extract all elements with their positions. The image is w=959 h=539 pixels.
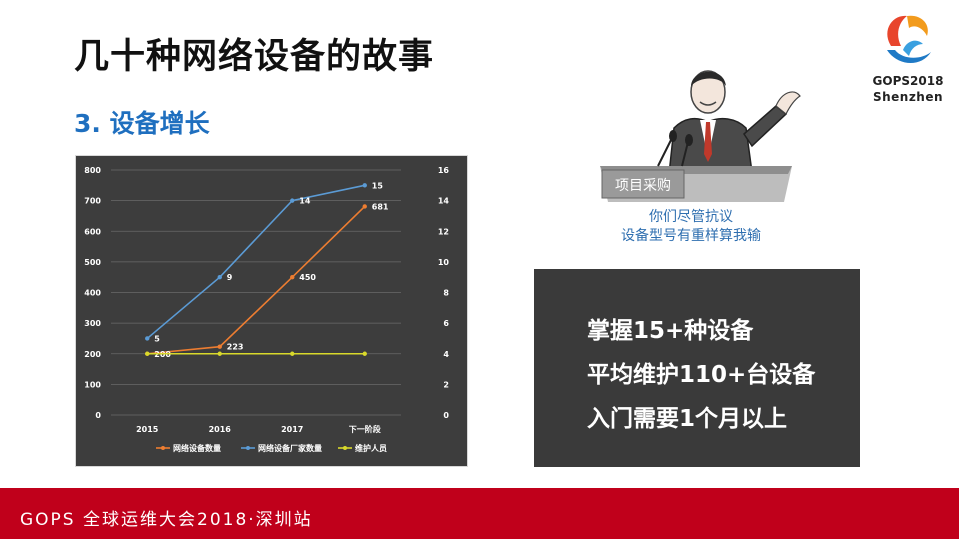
left-axis-tick-label: 600 <box>84 227 101 236</box>
footer-bar: GOPS 全球运维大会2018·深圳站 <box>0 488 959 539</box>
right-axis-tick-label: 2 <box>443 380 449 389</box>
x-axis-tick-label: 2017 <box>281 425 303 434</box>
x-axis-tick-label: 2016 <box>209 425 232 434</box>
right-axis-tick-label: 14 <box>438 197 450 206</box>
slide-subtitle: 3. 设备增长 <box>74 109 210 138</box>
left-axis-tick-label: 700 <box>84 197 101 206</box>
presenter-illustration: 项目采购 <box>596 62 806 202</box>
data-label: 9 <box>227 273 233 282</box>
data-point <box>362 183 367 188</box>
left-axis-tick-label: 300 <box>84 319 101 328</box>
footer-text: GOPS 全球运维大会2018·深圳站 <box>20 510 313 530</box>
data-point <box>217 274 222 280</box>
line-chart: 0 100 200 300 400 500 600 700 800 0 2 4 6 8 10 12 14 16 20… <box>75 155 468 467</box>
left-axis-tick-label: 800 <box>84 166 101 175</box>
right-axis-tick-label: 16 <box>438 166 450 175</box>
left-axis-tick-label: 0 <box>95 411 101 420</box>
caption-line-1: 你们尽管抗议 <box>649 209 733 225</box>
data-label: 681 <box>372 202 389 211</box>
data-label: 223 <box>227 343 244 352</box>
data-point <box>217 344 222 349</box>
data-point <box>362 351 367 356</box>
summary-box: 掌握15+种设备 平均维护110+台设备 入门需要1个月以上 <box>534 269 860 467</box>
legend-marker <box>246 446 250 450</box>
series-line <box>146 184 365 340</box>
caption-line-2: 设备型号有重样算我输 <box>621 228 761 244</box>
legend-label: 维护人员 <box>355 443 387 453</box>
left-axis-tick-label: 500 <box>84 258 101 267</box>
data-label: 450 <box>299 273 316 282</box>
data-point <box>145 336 150 341</box>
left-axis-tick-label: 100 <box>84 380 101 389</box>
legend-label: 网络设备厂家数量 <box>258 443 322 453</box>
x-axis-tick-label: 2015 <box>136 425 159 434</box>
summary-line-3: 入门需要1个月以上 <box>587 406 788 432</box>
data-point <box>290 274 295 280</box>
right-axis-tick-label: 4 <box>443 350 449 359</box>
data-point <box>145 351 150 356</box>
x-axis-tick-label: 下一阶段 <box>349 424 381 434</box>
legend-label: 网络设备数量 <box>173 443 221 453</box>
summary-line-1: 掌握15+种设备 <box>587 318 754 344</box>
right-axis-tick-label: 10 <box>438 258 450 267</box>
gops-logo-icon <box>887 15 931 64</box>
line-chart-svg: 0 100 200 300 400 500 600 700 800 0 2 4 6 8 10 12 14 16 20… <box>84 166 450 453</box>
gops-logo: GOPS2018 Shenzhen <box>868 10 948 110</box>
slide-title: 几十种网络设备的故事 <box>74 37 435 77</box>
right-axis-tick-label: 12 <box>438 227 449 236</box>
data-label: 14 <box>299 197 311 206</box>
logo-text-gops: GOPS2018 <box>872 74 944 88</box>
illustration-caption: 你们尽管抗议 设备型号有重样算我输 <box>576 208 806 246</box>
legend-marker <box>343 446 347 450</box>
summary-line-2: 平均维护110+台设备 <box>587 362 816 388</box>
data-point <box>362 204 367 209</box>
legend-marker <box>161 446 165 450</box>
left-axis-tick-label: 400 <box>84 289 101 298</box>
right-axis-tick-label: 8 <box>443 289 449 298</box>
right-axis-tick-label: 0 <box>443 411 449 420</box>
data-point <box>290 351 295 356</box>
data-point <box>217 351 222 356</box>
podium-sign-text: 项目采购 <box>615 178 671 194</box>
data-label: 5 <box>154 334 160 343</box>
series-line <box>147 205 366 355</box>
logo-text-city: Shenzhen <box>872 90 944 104</box>
right-axis-tick-label: 6 <box>443 319 449 328</box>
data-label: 15 <box>372 181 384 190</box>
left-axis-tick-label: 200 <box>84 350 101 359</box>
data-point <box>290 198 295 203</box>
